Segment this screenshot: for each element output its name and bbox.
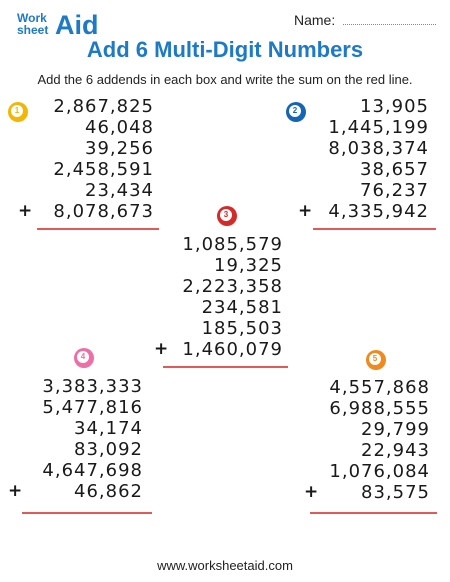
addend: 46,862 [74, 481, 143, 502]
problem-number-badge: 5 [366, 350, 386, 370]
addend: 13,905 [360, 96, 429, 117]
problem-number: 3 [220, 209, 232, 221]
page-title: Add 6 Multi-Digit Numbers [86, 37, 364, 62]
addend: 2,458,591 [53, 159, 154, 180]
logo-text-sheet: sheet [17, 23, 49, 37]
problem-number-badge: 2 [286, 102, 306, 122]
plus-sign: + [298, 201, 313, 221]
problem-2: 13,905 1,445,199 8,038,374 38,657 76,237… [298, 96, 429, 236]
addend: 1,076,084 [329, 461, 430, 482]
addend: 76,237 [360, 180, 429, 201]
answer-line-3[interactable] [163, 366, 288, 368]
addend: 23,434 [85, 180, 154, 201]
addend: 2,223,358 [182, 276, 283, 297]
addend: 22,943 [361, 440, 430, 461]
worksheet-aid-logo: Work sheet Aid [15, 10, 101, 44]
addend: 83,575 [361, 482, 430, 503]
addend: 1,460,079 [182, 339, 283, 360]
logo-text-work: Work [17, 11, 47, 25]
instructions-text: Add the 6 addends in each box and write … [37, 72, 413, 87]
name-label: Name: [294, 12, 336, 28]
addend: 185,503 [201, 318, 283, 339]
addend: 8,038,374 [328, 138, 429, 159]
addend: 8,078,673 [53, 201, 154, 222]
plus-sign: + [154, 339, 169, 359]
logo-text-aid: Aid [55, 10, 99, 40]
answer-line-4[interactable] [22, 512, 152, 514]
plus-sign: + [18, 201, 33, 221]
problem-4: 3,383,333 5,477,816 34,174 83,092 4,647,… [6, 376, 143, 516]
answer-line-2[interactable] [313, 228, 436, 230]
footer-url: www.worksheetaid.com [157, 558, 293, 573]
problem-1: 2,867,825 46,048 39,256 2,458,591 23,434… [18, 96, 154, 236]
problem-number: 5 [369, 353, 381, 365]
addend: 38,657 [360, 159, 429, 180]
problem-number: 1 [11, 105, 23, 117]
name-field-line[interactable] [343, 24, 436, 25]
problem-number: 4 [77, 351, 89, 363]
addend: 3,383,333 [42, 376, 143, 397]
plus-sign: + [304, 482, 319, 502]
addend: 46,048 [85, 117, 154, 138]
answer-line-1[interactable] [37, 228, 159, 230]
addend: 4,647,698 [42, 460, 143, 481]
addend: 19,325 [214, 255, 283, 276]
addend: 234,581 [201, 297, 283, 318]
problem-number-badge: 4 [74, 348, 94, 368]
addend: 1,445,199 [328, 117, 429, 138]
addend: 39,256 [85, 138, 154, 159]
addend: 4,335,942 [328, 201, 429, 222]
problem-5: 4,557,868 6,988,555 29,799 22,943 1,076,… [300, 377, 430, 517]
addend: 4,557,868 [329, 377, 430, 398]
problem-number: 2 [289, 105, 301, 117]
addend: 34,174 [74, 418, 143, 439]
answer-line-5[interactable] [310, 512, 437, 514]
problem-number-badge: 3 [217, 206, 237, 226]
problem-3: 1,085,579 19,325 2,223,358 234,581 185,5… [150, 234, 283, 374]
addend: 2,867,825 [53, 96, 154, 117]
plus-sign: + [8, 481, 23, 501]
addend: 83,092 [74, 439, 143, 460]
addend: 1,085,579 [182, 234, 283, 255]
addend: 6,988,555 [329, 398, 430, 419]
addend: 29,799 [361, 419, 430, 440]
problem-number-badge: 1 [8, 102, 28, 122]
addend: 5,477,816 [42, 397, 143, 418]
